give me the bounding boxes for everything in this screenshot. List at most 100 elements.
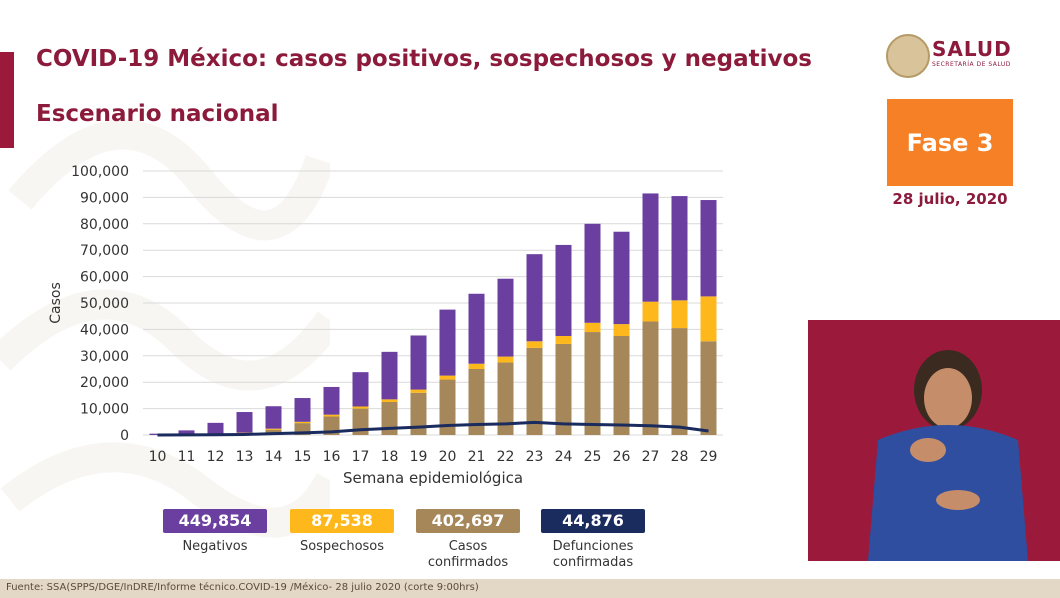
bar-segment: [555, 336, 572, 344]
bar-segment: [584, 322, 601, 333]
x-tick-label: 11: [178, 449, 196, 465]
bar-segment: [381, 351, 398, 400]
legend-value: 87,538: [290, 509, 394, 533]
legend-label: Casos confirmados: [427, 539, 509, 570]
x-axis-label: Semana epidemiológica: [343, 469, 523, 487]
legend-label: Sospechosos: [299, 539, 385, 554]
footer: Fuente: SSA(SPPS/DGE/InDRE/Informe técni…: [0, 579, 1060, 598]
x-tick-label: 13: [236, 449, 254, 465]
y-tick-label: 60,000: [80, 270, 129, 286]
bar-segment: [236, 412, 253, 433]
deaths-line: [157, 420, 709, 437]
salud-logo: SALUD SECRETARÍA DE SALUD: [886, 34, 1026, 78]
y-tick-label: 50,000: [80, 296, 129, 312]
bar-segment: [468, 363, 485, 369]
logo-subtitle: SECRETARÍA DE SALUD: [932, 61, 1011, 68]
bar-segment: [584, 332, 601, 435]
x-tick-label: 28: [671, 449, 689, 465]
page-subtitle: Escenario nacional: [36, 101, 279, 127]
bar-segment: [323, 386, 340, 415]
y-tick-label: 90,000: [80, 190, 129, 206]
bar-segment: [642, 321, 659, 435]
x-tick-label: 26: [613, 449, 631, 465]
legend-negativos: 449,854 Negativos: [163, 509, 267, 555]
y-tick-label: 80,000: [80, 217, 129, 233]
bar-segment: [671, 300, 688, 329]
bar-segment: [381, 399, 398, 402]
bar-segment: [526, 254, 543, 342]
x-tick-label: 14: [265, 449, 283, 465]
bar-segment: [700, 200, 717, 297]
bar-segment: [352, 406, 369, 409]
bar-segment: [323, 414, 340, 417]
y-tick-label: 0: [120, 428, 129, 444]
legend-value: 449,854: [163, 509, 267, 533]
x-tick-label: 24: [555, 449, 573, 465]
x-tick-label: 16: [323, 449, 341, 465]
bar-segment: [410, 335, 427, 390]
bar-segment: [497, 356, 514, 363]
y-tick-label: 30,000: [80, 349, 129, 365]
x-tick-label: 10: [149, 449, 167, 465]
bar-segment: [439, 379, 456, 435]
sign-language-interpreter: [808, 320, 1060, 561]
legend-value: 44,876: [541, 509, 645, 533]
x-tick-label: 29: [700, 449, 718, 465]
y-tick-label: 70,000: [80, 243, 129, 259]
bar-segment: [584, 223, 601, 323]
logo-title: SALUD: [932, 37, 1012, 61]
bar-segment: [265, 428, 282, 430]
accent-bar: [0, 52, 14, 148]
x-tick-label: 12: [207, 449, 225, 465]
bar-segment: [671, 328, 688, 435]
bar-segment: [294, 398, 311, 422]
x-tick-label: 18: [381, 449, 399, 465]
legend-label: Defunciones confirmadas: [552, 539, 634, 570]
bar-segment: [642, 301, 659, 322]
bar-segment: [236, 432, 253, 434]
x-tick-label: 21: [468, 449, 486, 465]
bar-segment: [555, 244, 572, 336]
bar-segment: [526, 347, 543, 435]
interpreter-figure-icon: [868, 350, 1028, 561]
x-tick-label: 15: [294, 449, 312, 465]
bar-segment: [178, 430, 195, 435]
x-tick-label: 22: [497, 449, 515, 465]
phase-badge: Fase 3: [887, 99, 1013, 186]
bar-segment: [671, 196, 688, 301]
bar-segment: [700, 341, 717, 435]
bar-segment: [700, 296, 717, 342]
bar-segment: [294, 421, 311, 424]
bar-segment: [526, 341, 543, 348]
x-tick-label: 19: [410, 449, 428, 465]
x-tick-label: 27: [642, 449, 660, 465]
legend-defunciones: 44,876 Defunciones confirmadas: [541, 509, 645, 571]
legend-sospechosos: 87,538 Sospechosos: [290, 509, 394, 555]
bar-segment: [294, 423, 311, 435]
source-text: Fuente: SSA(SPPS/DGE/InDRE/Informe técni…: [6, 582, 479, 593]
bar-segment: [642, 193, 659, 302]
y-tick-label: 100,000: [71, 164, 129, 180]
bar-segment: [439, 309, 456, 376]
y-tick-label: 20,000: [80, 375, 129, 391]
x-tick-label: 17: [352, 449, 370, 465]
legend-label: Negativos: [182, 539, 248, 554]
bar-segment: [497, 362, 514, 435]
bar-segment: [207, 422, 224, 434]
x-tick-label: 20: [439, 449, 457, 465]
y-tick-label: 40,000: [80, 322, 129, 338]
bar-segment: [410, 389, 427, 393]
x-tick-label: 25: [584, 449, 602, 465]
y-tick-label: 10,000: [80, 402, 129, 418]
y-axis-label: Casos: [48, 282, 64, 324]
bar-segment: [555, 343, 572, 435]
x-tick-label: 23: [526, 449, 544, 465]
bar-segment: [468, 293, 485, 364]
cases-chart: 0 10,000 20,000 30,000 40,000 50,000 60,000 70,…: [48, 164, 723, 487]
legend-confirmados: 402,697 Casos confirmados: [416, 509, 520, 571]
bar-segment: [468, 369, 485, 435]
bar-segment: [352, 372, 369, 407]
bar-segment: [265, 406, 282, 429]
bar-segment: [410, 392, 427, 435]
bar-segment: [613, 336, 630, 435]
